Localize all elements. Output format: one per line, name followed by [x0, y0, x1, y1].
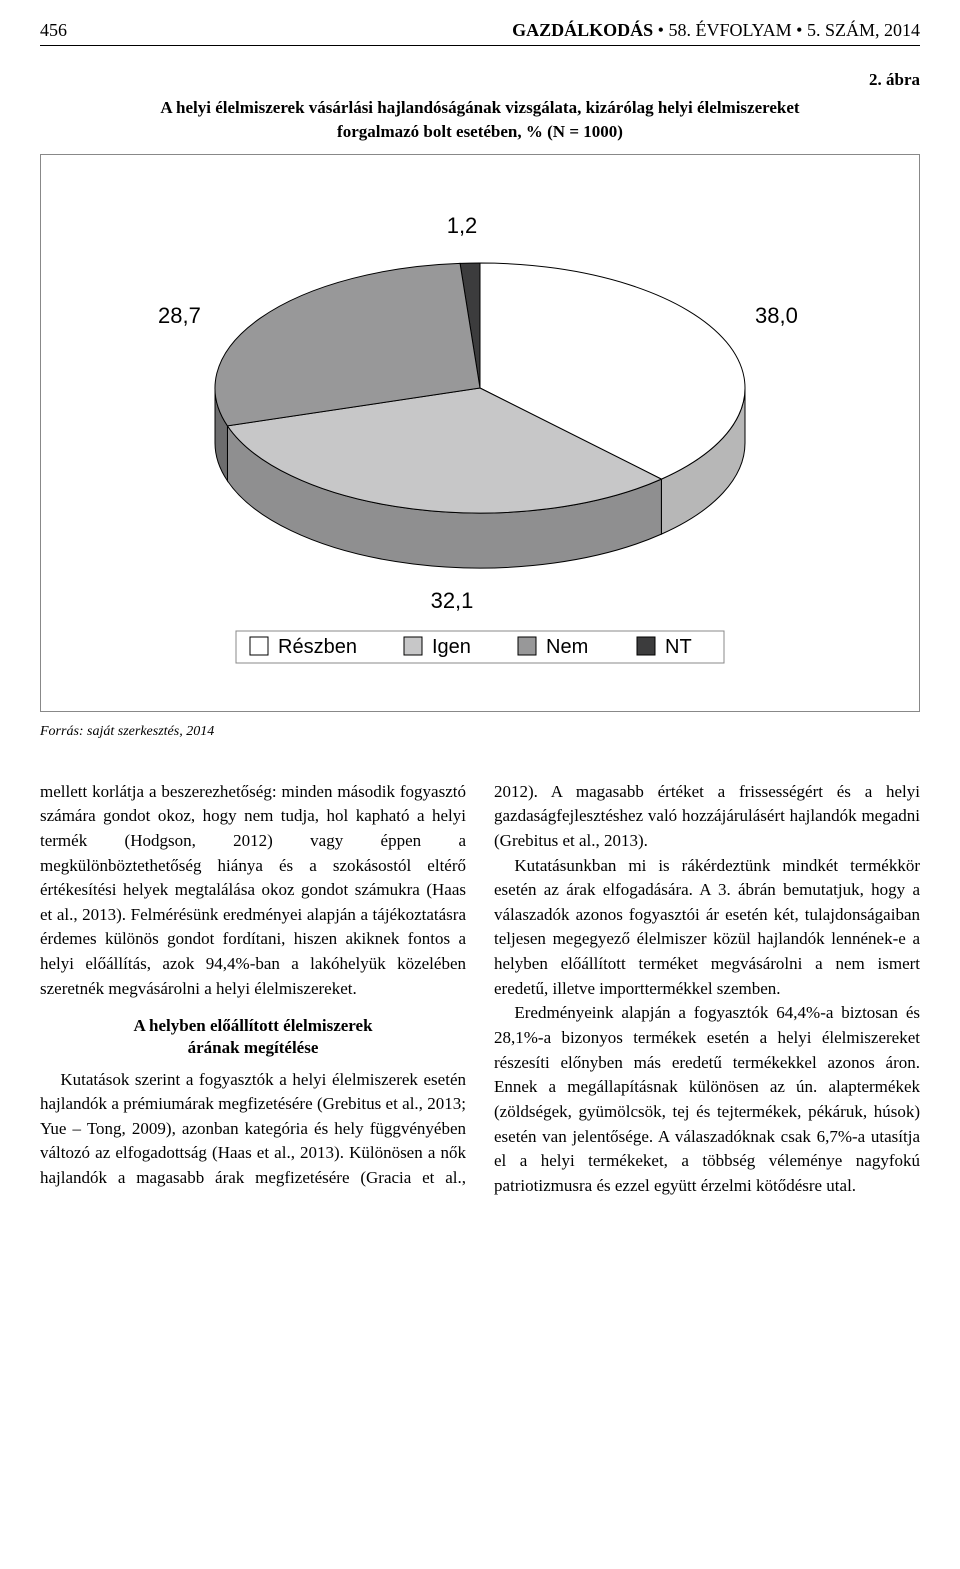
- figure-caption: A helyi élelmiszerek vásárlási hajlandós…: [40, 96, 920, 144]
- body-columns: mellett korlátja a beszerezhetőség: mind…: [40, 780, 920, 1199]
- body-paragraph: Kutatásunkban mi is rákérdeztünk mindkét…: [494, 854, 920, 1002]
- subheading: A helyben előállított élelmiszerek árána…: [40, 1015, 466, 1059]
- pie-label-igen: 32,1: [431, 588, 474, 613]
- body-paragraph: Eredményeink alapján a fogyasztók 64,4%-…: [494, 1001, 920, 1198]
- pie-label-nem: 28,7: [158, 303, 201, 328]
- figure-source: Forrás: saját szerkesztés, 2014: [40, 724, 920, 740]
- legend-swatch: [518, 637, 536, 655]
- legend-label: Igen: [432, 636, 471, 658]
- legend-swatch: [404, 637, 422, 655]
- pie-label-nt: 1,2: [447, 213, 478, 238]
- legend-label: NT: [665, 636, 692, 658]
- pie-chart: 38,0 32,1 28,7 1,2 Részben Igen Nem NT: [70, 173, 890, 693]
- body-paragraph: mellett korlátja a beszerezhetőség: mind…: [40, 780, 466, 1002]
- legend-label: Nem: [546, 636, 588, 658]
- figure-label: 2. ábra: [40, 70, 920, 90]
- legend-label: Részben: [278, 636, 357, 658]
- legend-swatch: [250, 637, 268, 655]
- pie-label-reszben: 38,0: [755, 303, 798, 328]
- page-header: 456 GAZDÁLKODÁS • 58. ÉVFOLYAM • 5. SZÁM…: [40, 20, 920, 46]
- page-number: 456: [40, 20, 67, 41]
- journal-name: GAZDÁLKODÁS: [512, 20, 653, 40]
- journal-title: GAZDÁLKODÁS • 58. ÉVFOLYAM • 5. SZÁM, 20…: [512, 20, 920, 41]
- pie-chart-frame: 38,0 32,1 28,7 1,2 Részben Igen Nem NT: [40, 154, 920, 712]
- legend-swatch: [637, 637, 655, 655]
